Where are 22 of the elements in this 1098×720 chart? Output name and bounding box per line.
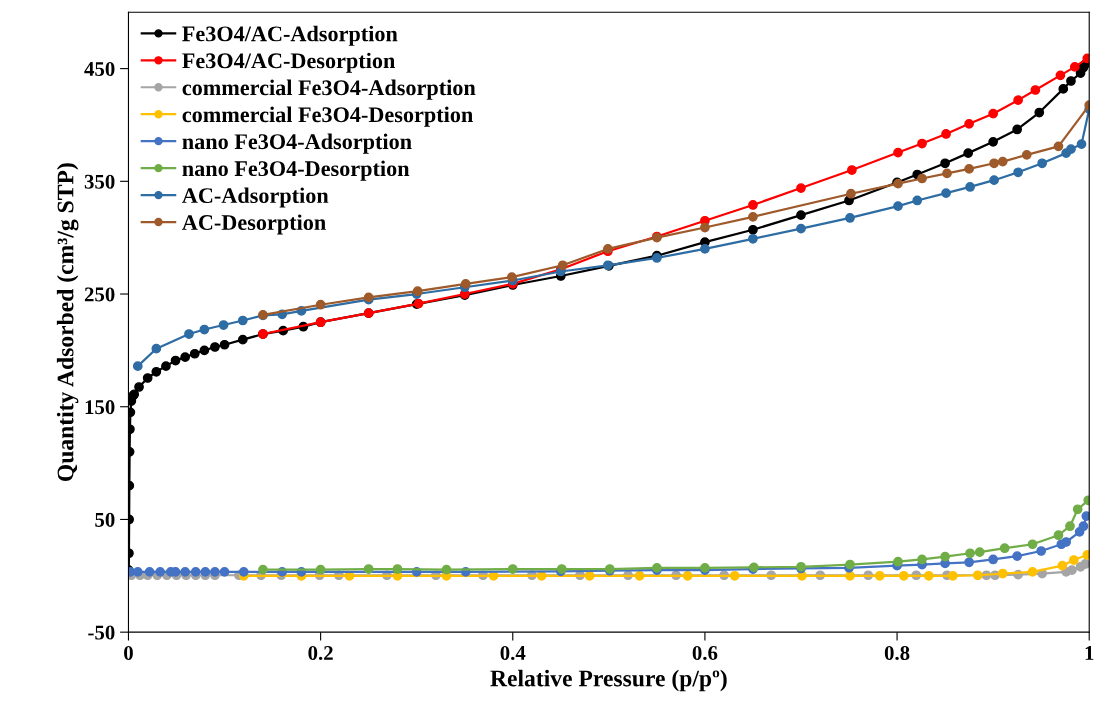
y-tick-label: 350 — [84, 174, 115, 189]
legend-label: Fe3O4/AC-Desorption — [182, 52, 396, 73]
legend-label: commercial Fe3O4-Desorption — [182, 106, 473, 127]
x-tick-label: 1 — [1085, 646, 1094, 660]
y-tick-label: -50 — [88, 625, 115, 640]
x-tick-label: 0.4 — [500, 645, 526, 661]
x-tick-label: 0 — [124, 645, 133, 661]
x-axis-title: Relative Pressure (p/pº) — [490, 669, 727, 692]
y-axis-title: Quantity Adsorbed (cm³/g STP) — [56, 163, 79, 482]
legend-label: nano Fe3O4-Desorption — [182, 160, 410, 181]
legend-label: Fe3O4/AC-Adsorption — [182, 25, 398, 46]
legend-label: AC-Desorption — [182, 214, 326, 235]
y-tick-label: 150 — [85, 400, 115, 415]
y-tick-label: 250 — [84, 287, 115, 302]
y-tick-label: 50 — [95, 512, 115, 527]
x-tick-label: 0.6 — [692, 645, 718, 661]
legend-label: commercial Fe3O4-Adsorption — [182, 79, 476, 100]
x-tick-label: 0.8 — [884, 645, 910, 661]
legend-label: nano Fe3O4-Adsorption — [182, 133, 412, 154]
y-tick-label: 450 — [84, 61, 115, 77]
legend-label: AC-Adsorption — [182, 187, 329, 208]
x-tick-label: 0.2 — [308, 645, 333, 661]
